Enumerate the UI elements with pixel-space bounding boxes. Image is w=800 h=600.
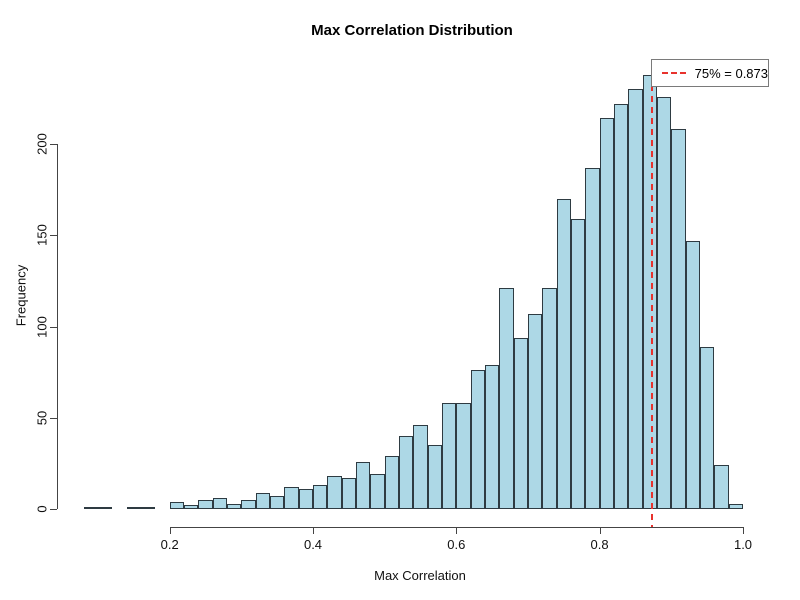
histogram-bar xyxy=(728,503,743,509)
histogram-bar xyxy=(313,485,328,509)
histogram-bar xyxy=(485,364,500,509)
x-tick-label: 0.8 xyxy=(590,537,609,552)
x-axis-line xyxy=(169,527,743,528)
histogram-bar xyxy=(298,488,313,509)
x-axis-tick xyxy=(599,527,601,534)
histogram-bar xyxy=(212,498,227,509)
histogram-bar xyxy=(83,507,98,509)
x-tick-label: 0.4 xyxy=(303,537,323,552)
y-axis-tick xyxy=(50,326,57,328)
histogram-bar xyxy=(384,456,399,509)
x-tick-label: 0.2 xyxy=(160,537,179,552)
histogram-bar xyxy=(556,198,571,510)
y-tick-label: 0 xyxy=(34,505,50,513)
y-axis-tick xyxy=(50,509,57,510)
y-axis-tick xyxy=(50,144,57,145)
x-axis-label: Max Correlation xyxy=(374,568,466,583)
histogram-bar xyxy=(341,478,356,509)
legend-box: 75% = 0.873 xyxy=(651,59,769,87)
histogram-bar xyxy=(241,499,256,509)
histogram-bar xyxy=(456,403,471,509)
y-axis-tick xyxy=(50,417,57,419)
histogram-bar xyxy=(585,167,600,509)
legend-label: 75% = 0.873 xyxy=(694,65,768,81)
x-axis-tick xyxy=(743,527,744,534)
histogram-bar xyxy=(126,507,141,509)
histogram-bar xyxy=(470,370,485,509)
histogram-bar xyxy=(227,503,242,509)
histogram-bar xyxy=(356,461,371,509)
histogram-bar xyxy=(685,240,700,509)
histogram-bar xyxy=(98,507,113,509)
histogram-bar xyxy=(141,507,156,509)
histogram-bar xyxy=(169,501,184,509)
x-axis-tick xyxy=(456,527,458,534)
x-tick-label: 1.0 xyxy=(733,537,753,552)
histogram-bar xyxy=(671,129,686,509)
x-tick-label: 0.6 xyxy=(447,537,466,552)
y-axis-line xyxy=(57,144,58,509)
chart-title: Max Correlation Distribution xyxy=(311,22,513,39)
histogram-bar xyxy=(628,89,643,510)
x-axis-tick xyxy=(169,527,171,534)
y-axis-tick xyxy=(50,235,57,237)
histogram-bar xyxy=(198,499,213,509)
histogram-bar xyxy=(284,487,299,509)
histogram-bar xyxy=(255,492,270,509)
legend-dashed-line-swatch xyxy=(662,72,686,74)
histogram-bar xyxy=(270,496,285,509)
histogram-bar xyxy=(399,436,414,509)
histogram-bar xyxy=(657,96,672,509)
y-tick-label: 150 xyxy=(34,224,50,247)
histogram-bar xyxy=(370,474,385,509)
histogram-bar xyxy=(184,505,199,509)
histogram-bar xyxy=(513,337,528,509)
histogram-bar xyxy=(528,313,543,509)
histogram-bar xyxy=(571,218,586,509)
histogram-bar xyxy=(499,288,514,509)
y-tick-label: 100 xyxy=(34,315,50,338)
histogram-bar xyxy=(542,288,557,509)
x-axis-tick xyxy=(313,527,314,534)
percentile-vline xyxy=(651,63,653,527)
histogram-bar xyxy=(327,476,342,509)
y-tick-label: 50 xyxy=(34,410,50,426)
histogram-bar xyxy=(413,425,428,510)
histogram-bar xyxy=(427,445,442,509)
y-axis-label: Frequency xyxy=(13,264,29,327)
y-tick-label: 200 xyxy=(34,133,50,155)
histogram-bar xyxy=(599,118,614,509)
histogram-bar xyxy=(700,346,715,509)
histogram-bar xyxy=(442,403,457,509)
histogram-bar xyxy=(642,74,657,509)
histogram-bar xyxy=(714,465,729,509)
histogram-bar xyxy=(614,103,629,509)
